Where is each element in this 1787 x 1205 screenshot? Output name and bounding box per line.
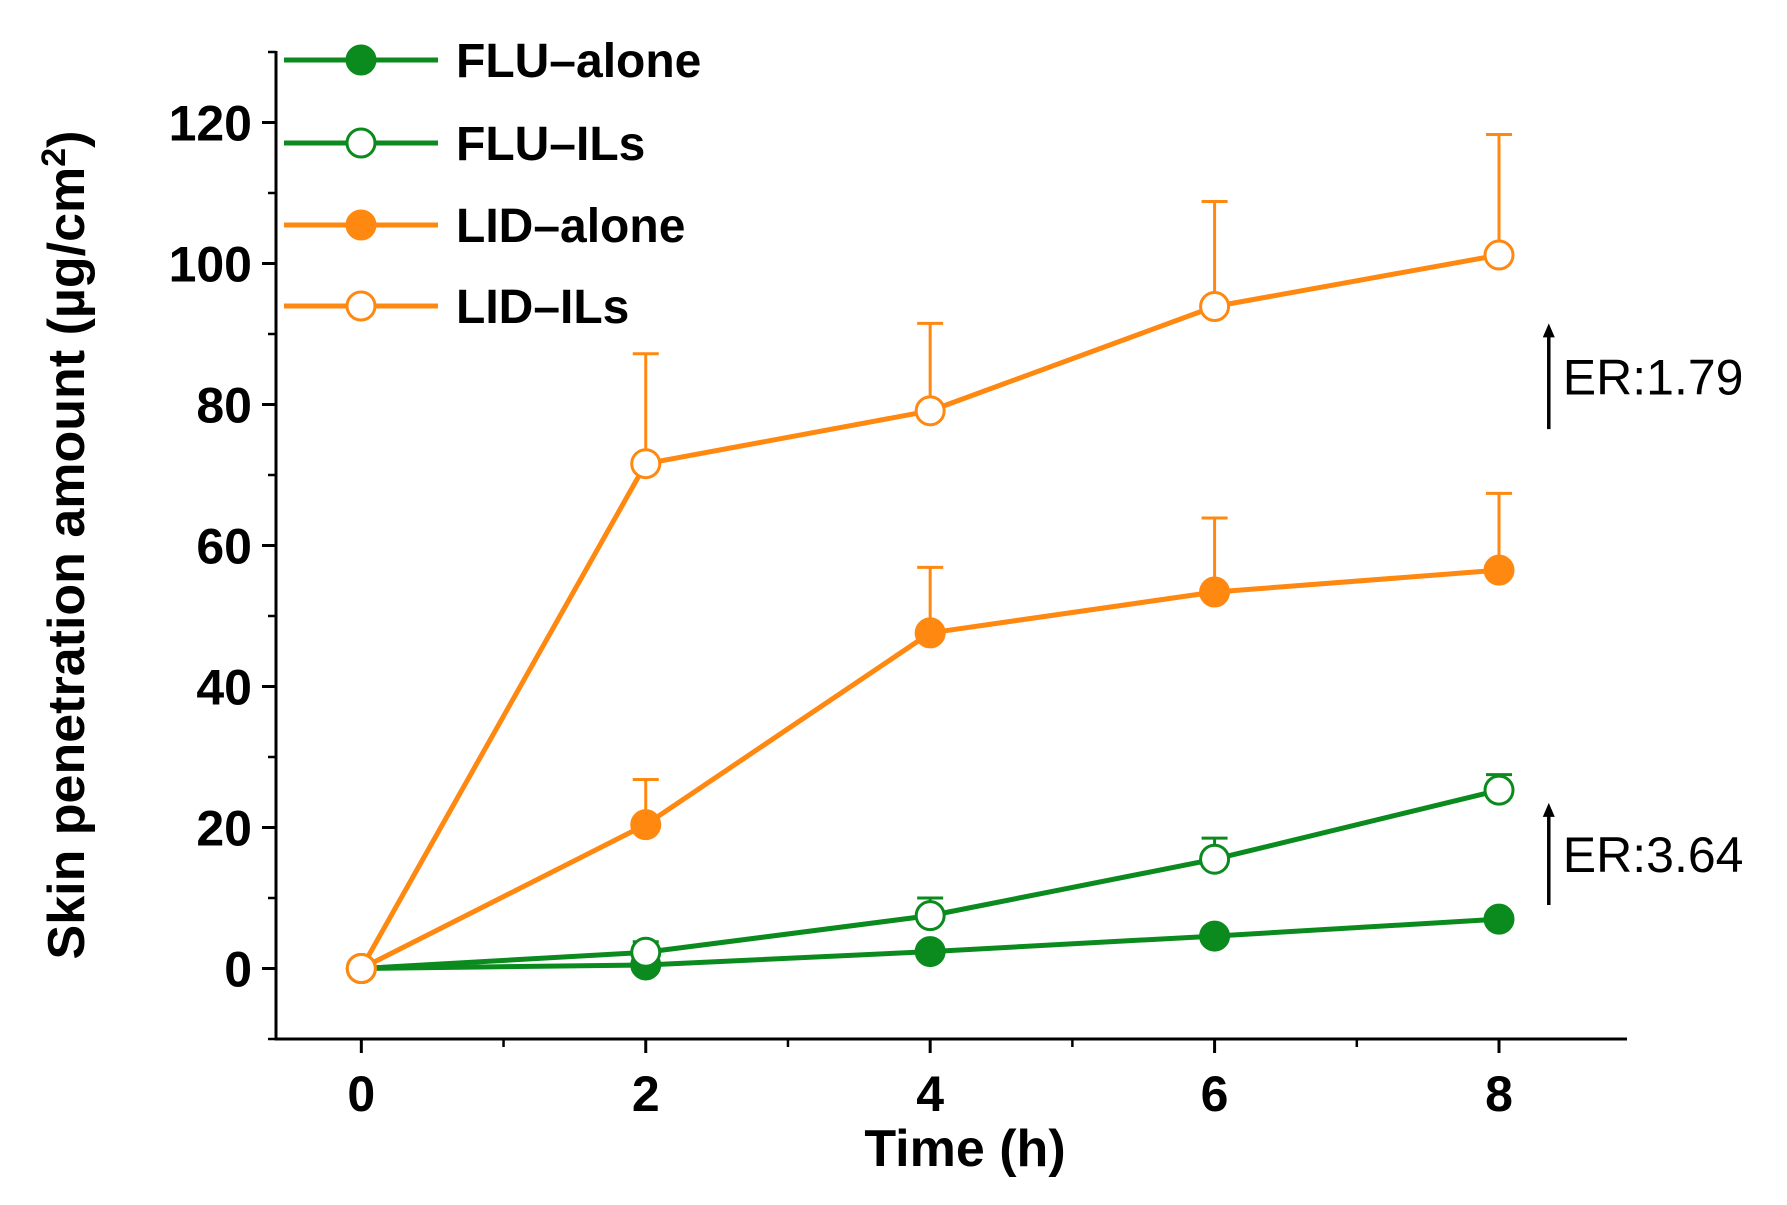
y-tick-label: 80	[196, 378, 252, 434]
annotations: ER:1.79 ER:3.64	[1542, 323, 1744, 906]
legend-marker-1	[345, 127, 377, 159]
x-tick-label: 8	[1485, 1066, 1513, 1122]
annotation-label: ER:3.64	[1563, 827, 1744, 883]
legend: FLU–alone FLU–ILs LID–alone LID–ILs	[284, 35, 701, 334]
data-point	[1199, 843, 1231, 875]
y-tick-label: 40	[196, 660, 252, 716]
annotation-arrowhead	[1542, 323, 1555, 338]
x-tick-label: 4	[916, 1066, 944, 1122]
data-point	[1483, 774, 1515, 806]
data-point	[914, 936, 946, 968]
x-tick-label: 2	[632, 1066, 660, 1122]
y-axis-title-superscript: 2	[35, 148, 73, 167]
x-tick-label: 6	[1201, 1066, 1229, 1122]
data-point	[345, 953, 377, 984]
data-point	[1483, 903, 1515, 935]
data-points	[345, 239, 1515, 984]
legend-marker-2	[345, 209, 377, 241]
data-point	[1199, 576, 1231, 608]
legend-marker-3	[345, 290, 377, 322]
data-point	[630, 809, 662, 841]
y-axis-title: Skin penetration amount (µg/cm2)	[35, 131, 96, 960]
legend-marker-0	[345, 44, 377, 76]
data-point	[914, 617, 946, 649]
error-bars	[632, 132, 1513, 953]
data-point	[1483, 239, 1515, 271]
y-tick-label: 0	[224, 942, 252, 998]
y-tick-label: 60	[196, 519, 252, 575]
annotation-label: ER:1.79	[1563, 349, 1744, 405]
data-point	[630, 448, 662, 480]
data-point	[1199, 291, 1231, 323]
y-tick-label: 120	[169, 96, 252, 152]
data-point	[1483, 554, 1515, 586]
annotation-arrowhead	[1542, 802, 1555, 817]
y-axis-title-main: Skin penetration amount (µg/cm	[38, 167, 96, 960]
data-point	[630, 936, 662, 968]
data-point	[1199, 920, 1231, 952]
x-axis-title: Time (h)	[864, 1120, 1065, 1178]
legend-label-0: FLU–alone	[456, 35, 701, 88]
legend-label-1: FLU–ILs	[456, 118, 645, 171]
y-tick-label: 100	[169, 237, 252, 293]
x-tick-label: 0	[347, 1066, 375, 1122]
data-point	[914, 395, 946, 427]
legend-label-2: LID–alone	[456, 200, 685, 253]
legend-label-3: LID–ILs	[456, 281, 629, 334]
data-point	[914, 900, 946, 932]
y-axis-title-tail: )	[38, 131, 96, 148]
axes: 0 20 40 60 80 100 120 0 2 4 6 8	[169, 50, 1627, 1122]
y-tick-label: 20	[196, 801, 252, 857]
